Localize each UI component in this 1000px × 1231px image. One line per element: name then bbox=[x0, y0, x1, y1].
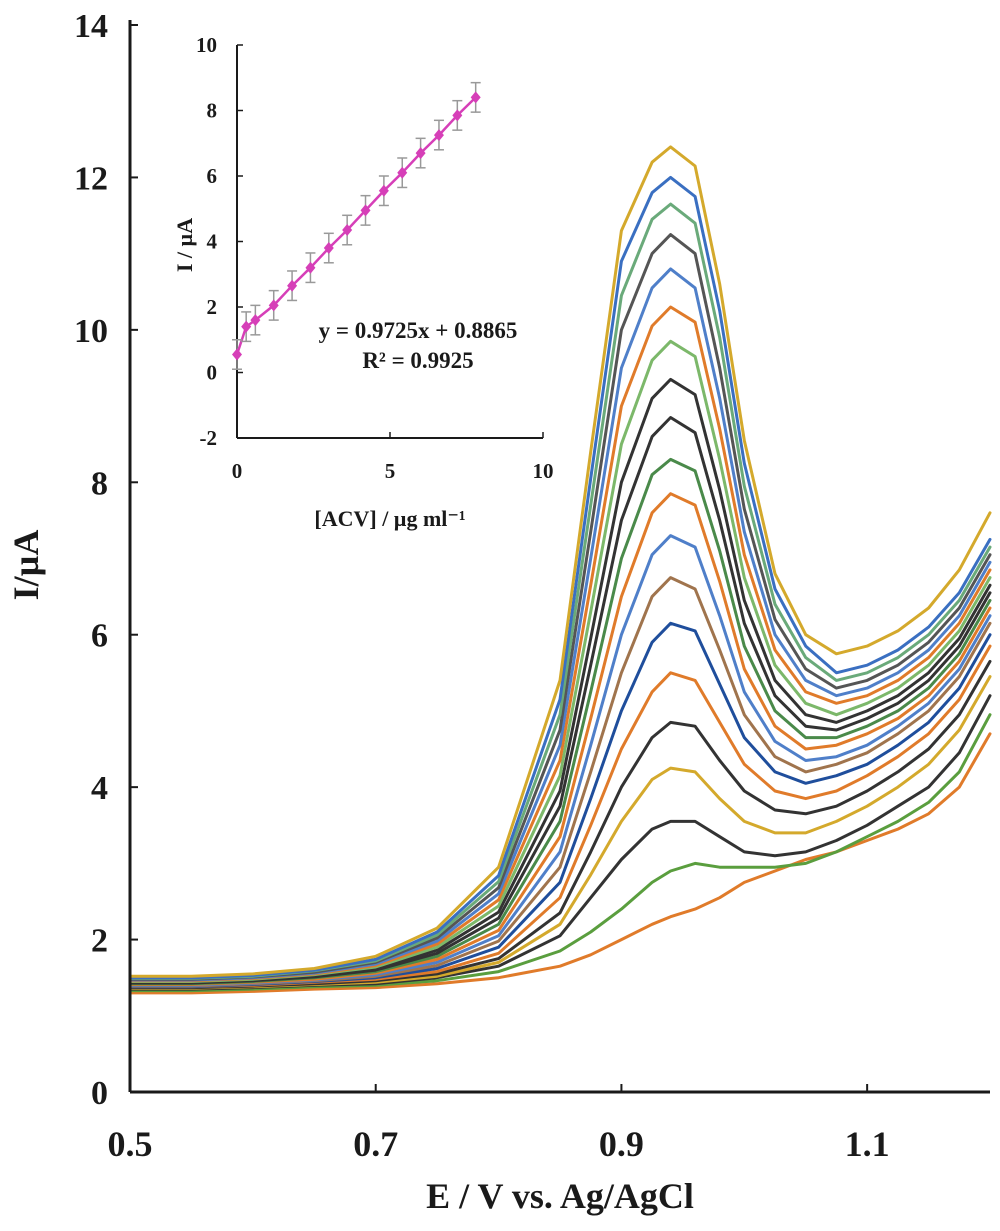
inset-y-tick-label: 0 bbox=[207, 361, 218, 385]
inset-r-squared: R² = 0.9925 bbox=[362, 348, 473, 373]
inset-equation: y = 0.9725x + 0.8865 bbox=[319, 318, 518, 343]
inset-data-point bbox=[232, 348, 242, 361]
voltammogram-line-13 bbox=[128, 377, 992, 984]
inset-data-point bbox=[305, 261, 316, 274]
inset-data-point bbox=[415, 147, 426, 160]
main-curves bbox=[128, 145, 992, 995]
inset-data-point bbox=[397, 166, 408, 179]
voltammogram-line-19 bbox=[128, 175, 992, 980]
inset-y-tick-label: 8 bbox=[207, 99, 218, 123]
inset-xlabel: [ACV] / µg ml⁻¹ bbox=[314, 506, 465, 531]
main-x-tick-label: 1.1 bbox=[845, 1124, 890, 1164]
inset-data-point bbox=[452, 109, 463, 122]
main-xlabel: E / V vs. Ag/AgCl bbox=[426, 1176, 694, 1216]
inset-data-point bbox=[241, 320, 252, 333]
inset-data-point bbox=[268, 299, 279, 312]
inset-y-tick-label: 2 bbox=[207, 295, 218, 319]
inset-data-point bbox=[342, 224, 353, 237]
main-x-tick-label: 0.7 bbox=[353, 1124, 398, 1164]
main-ylabel: I/µA bbox=[6, 530, 46, 601]
inset-data-point bbox=[378, 184, 389, 197]
main-y-tick-label: 12 bbox=[74, 160, 108, 197]
inset-y-tick-label: 6 bbox=[207, 164, 218, 188]
voltammogram-line-16 bbox=[128, 267, 992, 982]
main-x-tick-label: 0.5 bbox=[108, 1124, 153, 1164]
inset-data-point bbox=[287, 279, 298, 292]
inset-marks bbox=[232, 81, 481, 370]
inset-x-tick-label: 0 bbox=[232, 459, 243, 483]
voltammogram-line-1 bbox=[128, 732, 992, 995]
inset-y-tick-label: 10 bbox=[196, 33, 217, 57]
main-x-tick-label: 0.9 bbox=[599, 1124, 644, 1164]
inset-data-point bbox=[323, 242, 334, 255]
inset-y-tick-label: -2 bbox=[200, 426, 218, 450]
main-y-tick-label: 10 bbox=[74, 313, 108, 350]
main-y-tick-label: 14 bbox=[74, 8, 108, 45]
inset-y-tick-label: 4 bbox=[207, 230, 218, 254]
main-y-tick-label: 8 bbox=[91, 465, 108, 502]
main-y-tick-label: 4 bbox=[91, 770, 108, 807]
inset-axes: -2 0 2 4 6 8 10 0 5 10 bbox=[196, 33, 554, 483]
inset-x-tick-label: 10 bbox=[533, 459, 554, 483]
inset-data-point bbox=[250, 314, 261, 327]
inset-data-point bbox=[360, 204, 371, 217]
main-y-tick-label: 6 bbox=[91, 618, 108, 655]
main-y-tick-label: 2 bbox=[91, 923, 108, 960]
inset-data-point bbox=[433, 129, 444, 142]
inset-data-point bbox=[470, 91, 481, 104]
main-axes: 0 2 4 6 8 10 12 14 0.5 0.7 0.9 1.1 bbox=[74, 8, 990, 1164]
voltammogram-line-20 bbox=[128, 145, 992, 978]
inset-ylabel: I / µA bbox=[172, 218, 197, 272]
inset-x-tick-label: 5 bbox=[385, 459, 396, 483]
main-y-tick-label: 0 bbox=[91, 1075, 108, 1112]
